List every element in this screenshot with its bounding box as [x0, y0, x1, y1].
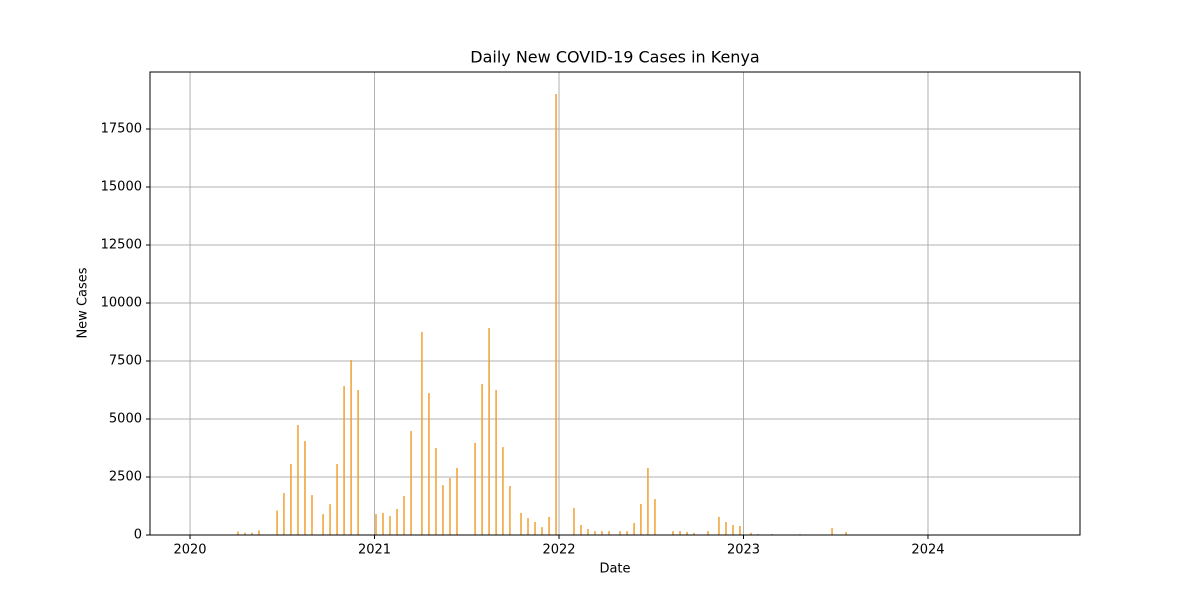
bar	[311, 495, 313, 535]
bar	[718, 516, 720, 535]
bar	[435, 448, 437, 535]
bar	[679, 531, 681, 535]
bar	[442, 485, 444, 535]
bar	[304, 441, 306, 535]
x-tick-label: 2021	[358, 543, 391, 558]
y-tick-label: 12500	[101, 238, 142, 253]
bar	[375, 514, 377, 535]
bar	[403, 496, 405, 535]
bar	[608, 531, 610, 535]
bar	[509, 486, 511, 535]
bar	[474, 442, 476, 535]
bar	[290, 464, 292, 535]
bar	[258, 530, 260, 535]
bar	[488, 328, 490, 535]
bar	[481, 383, 483, 535]
x-tick-label: 2023	[727, 543, 760, 558]
bar	[276, 510, 278, 535]
x-tick-label: 2022	[542, 543, 575, 558]
bar	[573, 508, 575, 535]
bar	[601, 531, 603, 535]
bar	[845, 531, 847, 535]
bar	[495, 390, 497, 535]
bar	[357, 390, 359, 535]
bar	[251, 532, 253, 535]
bar	[647, 467, 649, 535]
bar	[541, 527, 543, 535]
bar	[502, 447, 504, 535]
bar	[707, 531, 709, 535]
bar	[343, 386, 345, 535]
bar	[750, 532, 752, 535]
bar	[297, 425, 299, 535]
bar	[654, 499, 656, 535]
bar	[594, 531, 596, 535]
plot-frame	[149, 71, 1081, 536]
bar	[396, 509, 398, 535]
bar	[336, 464, 338, 535]
bar	[389, 515, 391, 535]
y-tick-label: 10000	[101, 296, 142, 311]
bar	[633, 522, 635, 535]
bar	[421, 332, 423, 535]
bar	[686, 531, 688, 535]
bar	[527, 518, 529, 535]
x-axis-label: Date	[599, 562, 630, 577]
y-tick-label: 17500	[101, 122, 142, 137]
x-tick-label: 2024	[911, 543, 944, 558]
x-tick-label: 2020	[173, 543, 206, 558]
bar	[382, 512, 384, 535]
bar	[672, 531, 674, 535]
bar	[283, 493, 285, 535]
bar	[580, 525, 582, 535]
bar	[410, 431, 412, 535]
y-tick-label: 15000	[101, 180, 142, 195]
bar	[237, 531, 239, 535]
y-tick-label: 7500	[109, 354, 142, 369]
bar	[619, 531, 621, 535]
y-tick-label: 0	[134, 528, 142, 543]
bar	[428, 393, 430, 535]
bar	[725, 522, 727, 535]
bar	[350, 360, 352, 535]
bar	[587, 528, 589, 535]
bar	[555, 93, 557, 536]
bar	[456, 467, 458, 535]
y-axis-label: New Cases	[76, 267, 91, 338]
y-tick-label: 5000	[109, 412, 142, 427]
bar	[739, 525, 741, 535]
bar	[693, 532, 695, 535]
bar	[548, 516, 550, 535]
bar	[831, 528, 833, 535]
bar	[322, 514, 324, 535]
bar	[520, 512, 522, 535]
bar	[626, 531, 628, 535]
bar	[244, 532, 246, 535]
bar	[534, 522, 536, 535]
bar	[732, 525, 734, 535]
bar	[449, 477, 451, 535]
bar	[329, 504, 331, 535]
y-tick-label: 2500	[109, 470, 142, 485]
chart-title: Daily New COVID-19 Cases in Kenya	[470, 48, 759, 67]
bar	[640, 503, 642, 535]
